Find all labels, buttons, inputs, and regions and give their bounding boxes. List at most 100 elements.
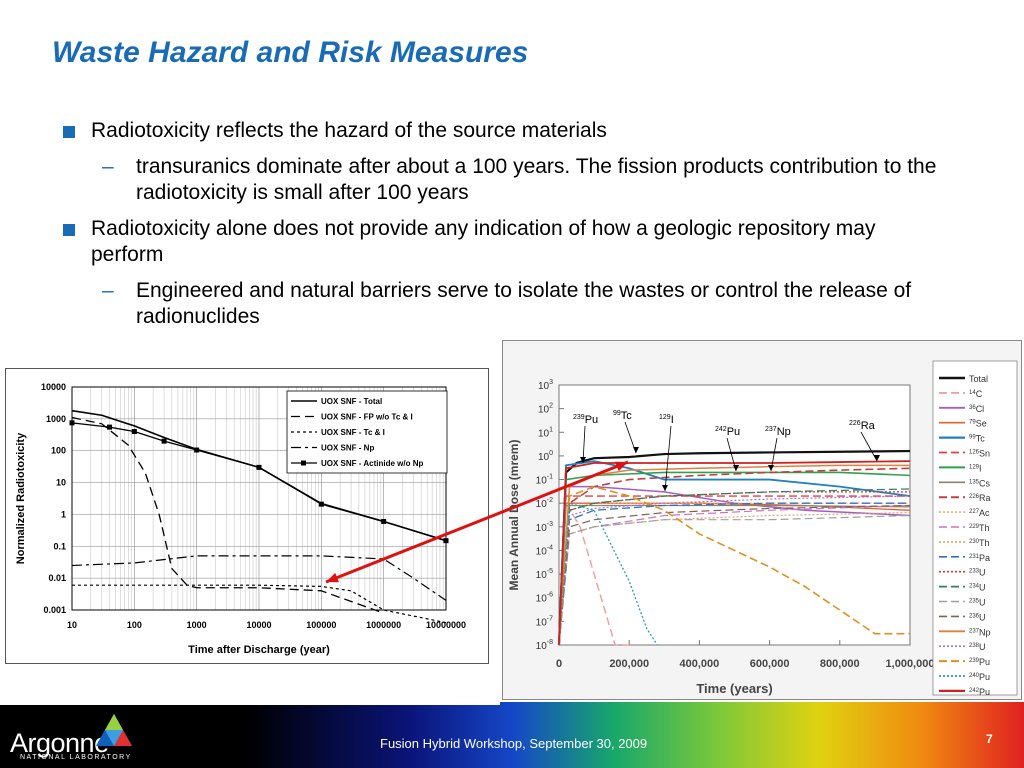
legend-label: 126Sn: [969, 449, 990, 459]
legend-box: [932, 360, 1018, 696]
annotation-arrowhead: [768, 465, 774, 471]
nuclide-annotation: 226Ra: [849, 420, 876, 432]
data-point: [194, 447, 200, 453]
legend-label: UOX SNF - Tc & I: [321, 428, 385, 437]
legend-label: 231Pa: [969, 553, 990, 563]
dash-bullet-icon: –: [102, 279, 114, 302]
sub-bullet-item: – transuranics dominate after about a 10…: [60, 154, 940, 206]
y-tick-label: 0.01: [48, 573, 66, 583]
legend-label: 36Cl: [969, 404, 984, 414]
slide-title: Waste Hazard and Risk Measures: [52, 36, 529, 69]
legend-label: 237Np: [969, 627, 991, 637]
bullet-list: Radiotoxicity reflects the hazard of the…: [60, 118, 940, 340]
legend-label: 242Pu: [969, 687, 990, 697]
y-tick-label: 1: [61, 509, 66, 519]
legend-label: 226Ra: [969, 493, 991, 503]
y-tick-label: 10-4: [536, 544, 553, 557]
y-axis-label: Mean Annual Dose (mrem): [507, 440, 521, 591]
nuclide-annotation: 129I: [659, 414, 674, 426]
data-point: [381, 518, 387, 524]
y-tick-label: 101: [538, 426, 553, 439]
legend-label: 135Cs: [969, 478, 991, 488]
legend-label: UOX SNF - FP w/o Tc & I: [321, 413, 413, 422]
x-tick-label: 400,000: [680, 658, 720, 670]
bullet-text: Radiotoxicity reflects the hazard of the…: [91, 119, 607, 142]
y-tick-label: 10000: [41, 382, 66, 392]
x-axis-label: Time after Discharge (year): [188, 644, 330, 656]
legend-label: 79Se: [969, 419, 987, 429]
x-tick-label: 100000: [306, 620, 336, 630]
bullet-item: Radiotoxicity reflects the hazard of the…: [60, 118, 940, 144]
argonne-logo-mark-icon: [96, 714, 132, 746]
legend-label: 227Ac: [969, 508, 990, 518]
x-tick-label: 10: [67, 620, 77, 630]
legend-label: 238U: [969, 642, 986, 652]
legend-label: 129I: [969, 463, 982, 473]
legend-label: 236U: [969, 612, 986, 622]
legend-box: [286, 390, 448, 474]
y-tick-label: 10-6: [536, 592, 553, 605]
nuclide-annotation: 237Np: [765, 426, 791, 438]
y-tick-label: 10-8: [536, 639, 553, 652]
y-axis-label: Normalized Radiotoxicity: [15, 432, 27, 564]
x-tick-label: 1000000: [366, 620, 401, 630]
x-tick-label: 100: [127, 620, 142, 630]
sub-bullet-text: Engineered and natural barriers serve to…: [136, 279, 912, 328]
legend-label: 240Pu: [969, 672, 990, 682]
y-tick-label: 100: [538, 450, 553, 463]
nuclide-annotation: 99Tc: [613, 410, 632, 422]
legend-label: UOX SNF - Total: [321, 397, 382, 406]
series-line: [558, 514, 911, 646]
sub-bullet-item: – Engineered and natural barriers serve …: [60, 278, 940, 330]
radiotoxicity-chart: 0.001 0.01 0.1 1 10 100 1000 10000 10 100 1000 1000…: [5, 368, 489, 664]
legend-label: 234U: [969, 583, 986, 593]
dash-bullet-icon: –: [102, 155, 114, 178]
x-tick-label: 1,000,000: [886, 658, 935, 670]
y-tick-label: 1000: [46, 414, 66, 424]
legend-label: UOX SNF - Actinide w/o Np: [321, 459, 423, 468]
nuclide-annotation: 239Pu: [573, 414, 598, 426]
legend-label: 229Th: [969, 523, 990, 533]
legend-label: UOX SNF - Np: [321, 444, 374, 453]
annotation-leader: [582, 425, 586, 464]
dose-chart-svg: 103 102 101 100 10-1 10-2 10-3 10-4 10-5 10-6 10-7…: [507, 360, 1018, 697]
data-point: [256, 464, 262, 470]
annotation-leader: [860, 431, 878, 462]
footer-text: Fusion Hybrid Workshop, September 30, 20…: [380, 736, 648, 751]
legend-label: Total: [969, 374, 988, 384]
x-tick-label: 0: [556, 658, 562, 670]
y-tick-label: 10-5: [536, 568, 553, 581]
x-tick-label: 10000000: [426, 620, 466, 630]
legend-label: 235U: [969, 598, 986, 608]
square-bullet-icon: [63, 224, 75, 236]
series-line: [558, 504, 911, 646]
annotation-arrowhead: [874, 455, 880, 461]
legend-label: 230Th: [969, 538, 990, 548]
x-tick-label: 10000: [246, 620, 271, 630]
legend-marker: [301, 460, 306, 466]
legend-label: 99Tc: [969, 434, 985, 444]
x-axis-label: Time (years): [696, 681, 772, 696]
annotation-arrowhead: [633, 447, 639, 453]
y-tick-label: 102: [538, 403, 553, 416]
y-tick-label: 10: [56, 478, 66, 488]
x-tick-label: 800,000: [820, 658, 860, 670]
legend-label: 14C: [969, 389, 983, 399]
argonne-logo: Argonne: [10, 728, 109, 758]
y-tick-label: 10-3: [536, 521, 553, 534]
y-tick-label: 10-7: [536, 615, 553, 628]
sub-bullet-text: transuranics dominate after about a 100 …: [136, 155, 937, 204]
data-point: [107, 424, 113, 430]
data-point: [318, 501, 324, 507]
series-line: [71, 416, 384, 614]
footer-divider: [0, 702, 500, 705]
bullet-item: Radiotoxicity alone does not provide any…: [60, 216, 940, 268]
data-point: [161, 438, 167, 444]
legend-label: 233U: [969, 568, 986, 578]
y-tick-label: 10-1: [536, 474, 553, 487]
argonne-logo-sub: NATIONAL LABORATORY: [20, 754, 132, 761]
dose-chart: 103 102 101 100 10-1 10-2 10-3 10-4 10-5 10-6 10-7…: [502, 340, 1022, 700]
annotation-arrowhead: [733, 465, 739, 471]
annotation-arrowhead: [580, 457, 586, 463]
series-line: [558, 502, 658, 646]
